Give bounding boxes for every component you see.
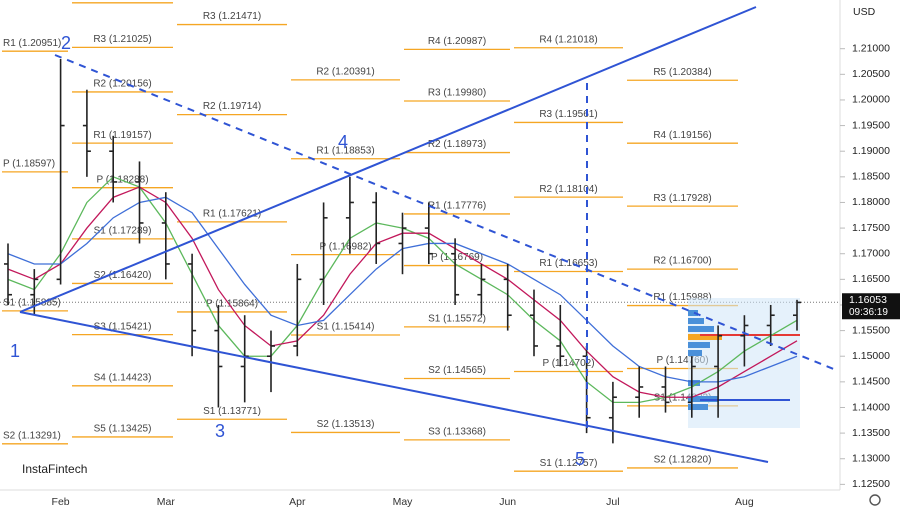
- y-tick-label: 1.13000: [852, 453, 890, 465]
- wave-label: 5: [575, 449, 585, 469]
- x-tick-label: Feb: [52, 496, 70, 508]
- trend-line: [19, 311, 769, 463]
- last-price: 1.16053: [849, 294, 887, 306]
- pivot-label: S5 (1.13425): [94, 424, 152, 435]
- pivot-label: R2 (1.18104): [539, 184, 597, 195]
- y-tick-label: 1.21000: [852, 42, 890, 54]
- x-tick-label: Mar: [157, 496, 176, 508]
- profile-bar: [688, 334, 722, 340]
- y-tick-label: 1.17000: [852, 247, 890, 259]
- last-time: 09:36:19: [849, 307, 888, 318]
- pivot-label: S3 (1.13368): [428, 427, 486, 438]
- pivot-label: P (1.15864): [206, 299, 258, 310]
- pivot-label: R5 (1.20384): [653, 67, 711, 78]
- pivot-label: R4 (1.19156): [653, 130, 711, 141]
- last-price-box: [842, 293, 900, 320]
- pivot-label: S4 (1.14423): [94, 372, 152, 383]
- pivot-label: R4 (1.20987): [428, 36, 486, 47]
- pivot-label: R1 (1.19157): [93, 130, 151, 141]
- x-tick-label: Apr: [289, 496, 306, 508]
- logo-box: [12, 456, 96, 484]
- x-tick-label: Jun: [499, 496, 516, 508]
- wave-label: 1: [10, 341, 20, 361]
- y-tick-label: 1.12500: [852, 478, 890, 490]
- y-tick-label: 1.19500: [852, 119, 890, 131]
- y-tick-label: 1.18500: [852, 171, 890, 183]
- time-axis: [0, 490, 840, 510]
- pivot-label: R3 (1.17928): [653, 193, 711, 204]
- settings-icon[interactable]: [869, 494, 881, 506]
- pivot-label: S1 (1.15885): [3, 298, 61, 309]
- pivot-label: R2 (1.20391): [316, 67, 374, 78]
- wave-label: 3: [215, 421, 225, 441]
- trend-lines: [19, 6, 837, 463]
- pivot-label: R3 (1.21471): [203, 11, 261, 22]
- pivot-label: R1 (1.18853): [316, 145, 374, 156]
- y-tick-label: 1.20500: [852, 68, 890, 80]
- y-tick-label: 1.19000: [852, 145, 890, 157]
- x-tick-label: May: [393, 496, 414, 508]
- y-tick-label: 1.13500: [852, 427, 890, 439]
- pivot-label: R1 (1.16653): [539, 258, 597, 269]
- pivot-label: S2 (1.16420): [94, 270, 152, 281]
- brand: InstaFintech: [22, 462, 87, 476]
- y-tick-label: 1.14500: [852, 376, 890, 388]
- pivot-label: R2 (1.20156): [93, 79, 151, 90]
- pivot-label: S1 (1.13771): [203, 406, 261, 417]
- pivot-label: S1 (1.14032): [654, 392, 712, 403]
- currency: USD: [853, 6, 876, 18]
- pivot-label: P (1.16769): [431, 252, 483, 263]
- wave-label: 4: [338, 132, 348, 152]
- pivot-label: R3 (1.19561): [539, 109, 597, 120]
- trend-line: [19, 6, 757, 313]
- pivot-label: S2 (1.14565): [428, 365, 486, 376]
- pivot-label: S2 (1.13513): [317, 419, 375, 430]
- y-tick-label: 1.16500: [852, 273, 890, 285]
- trend-line-dashed: [54, 54, 837, 371]
- wave-label: 2: [61, 33, 71, 53]
- pivot-label: S1 (1.15572): [428, 314, 486, 325]
- pivot-label: R3 (1.21025): [93, 34, 151, 45]
- profile-bar: [688, 380, 700, 386]
- price-axis: [840, 0, 900, 510]
- pivot-label: R1 (1.17621): [203, 209, 261, 220]
- pivot-label: R1 (1.17776): [428, 201, 486, 212]
- pivot-label: R1 (1.20951): [3, 38, 61, 49]
- profile-bar: [688, 350, 702, 356]
- y-tick-label: 1.18000: [852, 196, 890, 208]
- y-tick-label: 1.14000: [852, 401, 890, 413]
- pivot-label: R3 (1.19980): [428, 88, 486, 99]
- pivot-label: P (1.16982): [319, 241, 371, 252]
- pivot-label: R1 (1.15988): [653, 292, 711, 303]
- pivot-label: S2 (1.13291): [3, 430, 61, 441]
- pivot-label: R4 (1.21018): [539, 34, 597, 45]
- x-tick-label: Jul: [606, 496, 619, 508]
- pivot-label: R2 (1.19714): [203, 101, 261, 112]
- y-tick-label: 1.17500: [852, 222, 890, 234]
- x-tick-label: Aug: [735, 496, 754, 508]
- pivot-label: P (1.14760): [656, 355, 708, 366]
- pivot-label: S3 (1.15421): [94, 321, 152, 332]
- pivot-label: S2 (1.12820): [654, 455, 712, 466]
- pivot-label: P (1.18597): [3, 158, 55, 169]
- pivot-label: S1 (1.12757): [540, 458, 598, 469]
- pivot-label: P (1.14702): [542, 358, 594, 369]
- profile-bar: [688, 310, 698, 316]
- y-tick-label: 1.15000: [852, 350, 890, 362]
- profile-bar: [688, 404, 708, 410]
- profile-bar: [688, 318, 704, 324]
- pivot-label: S1 (1.15414): [317, 322, 375, 333]
- pivot-label: R2 (1.16700): [653, 256, 711, 267]
- y-tick-label: 1.20000: [852, 94, 890, 106]
- profile-bar: [688, 326, 714, 332]
- pivot-label: S1 (1.17289): [94, 226, 152, 237]
- pivot-label: R2 (1.18973): [428, 139, 486, 150]
- profile-bar: [688, 342, 710, 348]
- y-tick-label: 1.15500: [852, 324, 890, 336]
